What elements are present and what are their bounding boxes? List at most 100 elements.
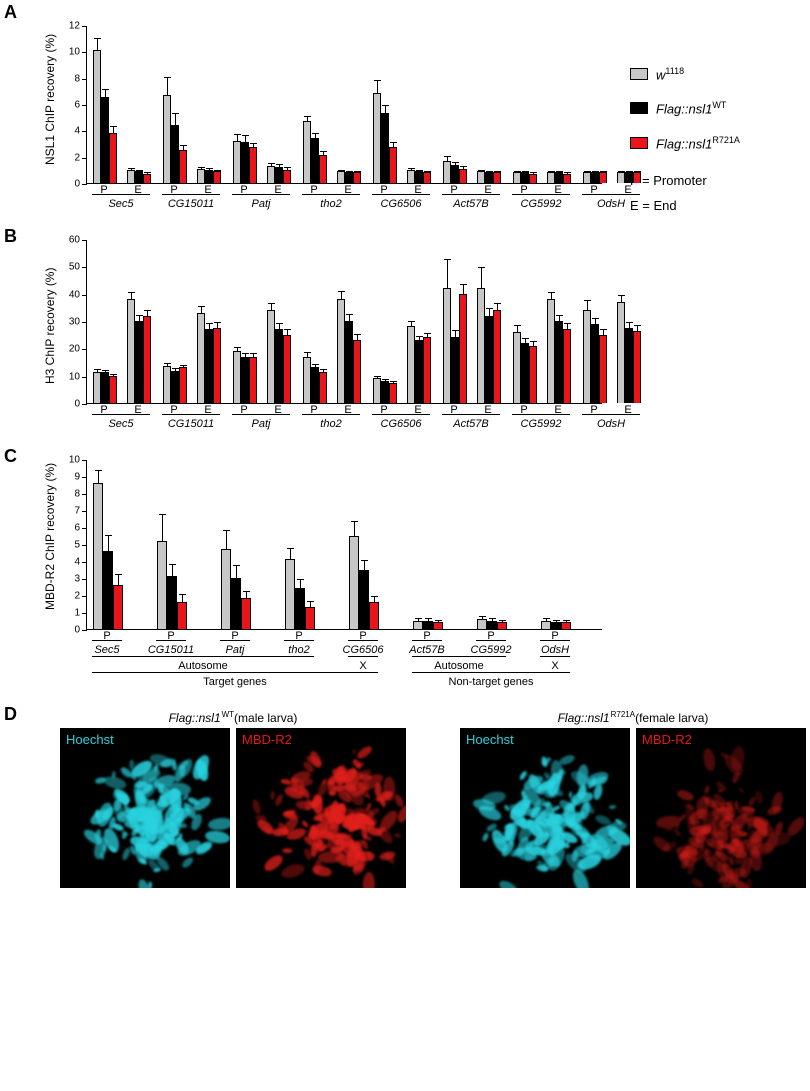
group-label: Target genes bbox=[203, 676, 267, 688]
bar bbox=[591, 172, 599, 183]
bar bbox=[529, 174, 537, 183]
error-bar bbox=[489, 171, 490, 174]
bar bbox=[451, 337, 459, 403]
error-bar bbox=[463, 284, 464, 295]
y-tick-label: 10 bbox=[69, 455, 87, 466]
error-bar bbox=[481, 267, 482, 289]
chromo-blob bbox=[189, 753, 211, 782]
error-bar bbox=[217, 170, 218, 173]
bar bbox=[101, 372, 109, 403]
gene-underline bbox=[232, 414, 290, 415]
error-bar bbox=[595, 318, 596, 325]
error-bar bbox=[438, 620, 439, 623]
chart-a: NSL1 ChIP recovery (%)024681012 bbox=[86, 26, 602, 184]
bar bbox=[241, 357, 249, 403]
bar bbox=[283, 170, 291, 183]
gene-underline bbox=[372, 194, 430, 195]
error-bar bbox=[341, 291, 342, 301]
error-bar bbox=[167, 77, 168, 95]
bar bbox=[249, 147, 257, 183]
y-tick-label: 30 bbox=[69, 317, 87, 328]
chromo-blob bbox=[251, 799, 262, 815]
bar bbox=[241, 598, 251, 629]
bar bbox=[163, 366, 171, 403]
chromo-blob bbox=[181, 856, 195, 870]
group-label: X bbox=[551, 660, 558, 672]
chromo-blob bbox=[497, 878, 521, 888]
error-bar bbox=[567, 323, 568, 330]
error-bar bbox=[428, 618, 429, 621]
error-bar bbox=[105, 370, 106, 373]
error-bar bbox=[279, 323, 280, 330]
y-tick-label: 7 bbox=[74, 506, 87, 517]
error-bar bbox=[556, 620, 557, 623]
error-bar bbox=[271, 303, 272, 311]
error-bar bbox=[455, 162, 456, 166]
y-tick-label: 2 bbox=[74, 152, 87, 163]
bar bbox=[433, 622, 443, 629]
bar bbox=[311, 367, 319, 403]
bar bbox=[275, 167, 283, 183]
error-bar bbox=[533, 172, 534, 175]
chromo-blob bbox=[766, 805, 783, 817]
error-bar bbox=[385, 379, 386, 382]
error-bar bbox=[98, 470, 99, 484]
bar bbox=[583, 310, 591, 403]
mbdr2-label: MBD-R2 bbox=[642, 732, 692, 747]
error-bar bbox=[385, 105, 386, 114]
error-bar bbox=[497, 171, 498, 174]
error-bar bbox=[517, 325, 518, 333]
gene-label: Patj bbox=[252, 418, 271, 430]
bar bbox=[521, 172, 529, 183]
error-bar bbox=[201, 306, 202, 314]
bar bbox=[127, 299, 135, 403]
chromo-blob bbox=[394, 834, 402, 839]
error-bar bbox=[245, 353, 246, 357]
error-bar bbox=[315, 133, 316, 140]
error-bar bbox=[621, 295, 622, 303]
bar bbox=[423, 172, 431, 183]
error-bar bbox=[349, 314, 350, 322]
bar bbox=[171, 125, 179, 183]
gene-underline bbox=[232, 194, 290, 195]
error-bar bbox=[637, 171, 638, 174]
gene-underline bbox=[284, 640, 314, 641]
error-bar bbox=[587, 300, 588, 311]
bar bbox=[205, 170, 213, 183]
error-bar bbox=[323, 151, 324, 156]
error-bar bbox=[300, 579, 301, 589]
panel-label-c: C bbox=[4, 446, 17, 467]
bar bbox=[373, 93, 381, 183]
error-bar bbox=[489, 308, 490, 316]
bar bbox=[303, 357, 311, 403]
panel-label-b: B bbox=[4, 226, 17, 247]
y-tick-label: 2 bbox=[74, 591, 87, 602]
error-bar bbox=[419, 336, 420, 341]
error-bar bbox=[209, 168, 210, 171]
bar bbox=[413, 621, 423, 630]
gene-label: OdsH bbox=[541, 644, 569, 656]
error-bar bbox=[139, 170, 140, 173]
y-tick-label: 6 bbox=[74, 523, 87, 534]
chromo-blob bbox=[274, 793, 285, 807]
group-underline bbox=[348, 656, 378, 657]
bar bbox=[563, 329, 571, 403]
chromo-blob bbox=[476, 803, 503, 824]
error-bar bbox=[113, 126, 114, 134]
bar bbox=[135, 321, 143, 403]
gene-underline bbox=[92, 414, 150, 415]
y-tick-label: 12 bbox=[69, 21, 87, 32]
error-bar bbox=[97, 38, 98, 51]
group-underline bbox=[412, 656, 506, 657]
error-bar bbox=[131, 168, 132, 171]
gene-label: CG6506 bbox=[381, 418, 422, 430]
bar bbox=[179, 150, 187, 183]
bar bbox=[167, 576, 177, 629]
error-bar bbox=[377, 376, 378, 379]
error-bar bbox=[621, 171, 622, 174]
bar bbox=[485, 316, 493, 403]
bar bbox=[177, 602, 187, 629]
error-bar bbox=[341, 170, 342, 173]
error-bar bbox=[559, 171, 560, 174]
error-bar bbox=[374, 596, 375, 603]
